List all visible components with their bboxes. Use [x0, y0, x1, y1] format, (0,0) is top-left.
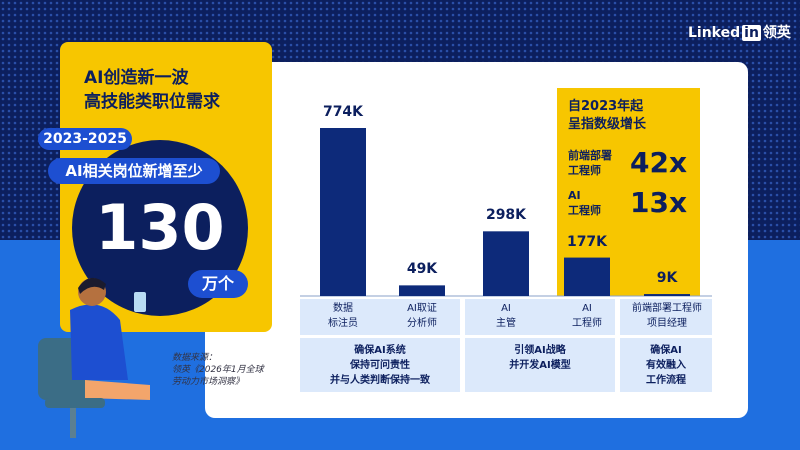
group-label: 引领AI战略 并开发AI模型	[509, 345, 571, 371]
category-label: AI取证 分析师	[407, 303, 437, 329]
group-label: 确保AI系统 保持可问责性 并与人类判断保持一致	[330, 345, 430, 386]
subtitle-pill: AI相关岗位新增至少	[48, 158, 220, 184]
value-label: 298K	[485, 207, 527, 224]
label-box	[620, 299, 712, 335]
highlight-growth: 42x	[630, 146, 688, 179]
logo-local: 领英	[762, 25, 791, 41]
category-label: 数据 标注员	[328, 303, 358, 329]
bar	[564, 257, 610, 296]
source: 数据来源： 领英《2026年1月全球 劳动力市场洞察》	[172, 353, 264, 387]
highlight-role: 前端部署 工程师	[568, 149, 612, 177]
logo-brand: Linked	[688, 25, 741, 41]
highlight-title: 自2023年起 呈指数级增长	[568, 99, 647, 132]
group-box	[465, 338, 615, 392]
left-title: AI创造新一波 高技能类职位需求	[84, 68, 220, 112]
bar	[320, 128, 366, 296]
period-pill: 2023-2025	[38, 128, 132, 150]
person-illustration	[38, 277, 150, 438]
category-label: AI 工程师	[572, 303, 602, 329]
bar	[483, 231, 529, 296]
group-box	[300, 338, 460, 392]
big-number: 130	[95, 191, 225, 264]
value-label: 774K	[322, 104, 364, 120]
highlight-role: AI 工程师	[568, 189, 601, 217]
value-label: 177K	[566, 233, 608, 250]
bar	[399, 285, 445, 296]
label-box	[300, 299, 460, 335]
highlight-growth: 13x	[630, 186, 688, 219]
label-box	[465, 299, 615, 335]
category-label: 前端部署工程师 项目经理	[632, 303, 702, 329]
group-label: 确保AI 有效融入 工作流程	[646, 345, 686, 386]
bar	[644, 294, 690, 296]
logo: Linked in 领英	[688, 22, 791, 42]
value-label: 49K	[406, 261, 438, 278]
group-box	[620, 338, 712, 392]
value-label: 9K	[656, 270, 678, 287]
logo-mark: in	[742, 25, 761, 41]
unit-pill: 万个	[188, 270, 248, 298]
category-label: AI 主管	[496, 303, 516, 329]
